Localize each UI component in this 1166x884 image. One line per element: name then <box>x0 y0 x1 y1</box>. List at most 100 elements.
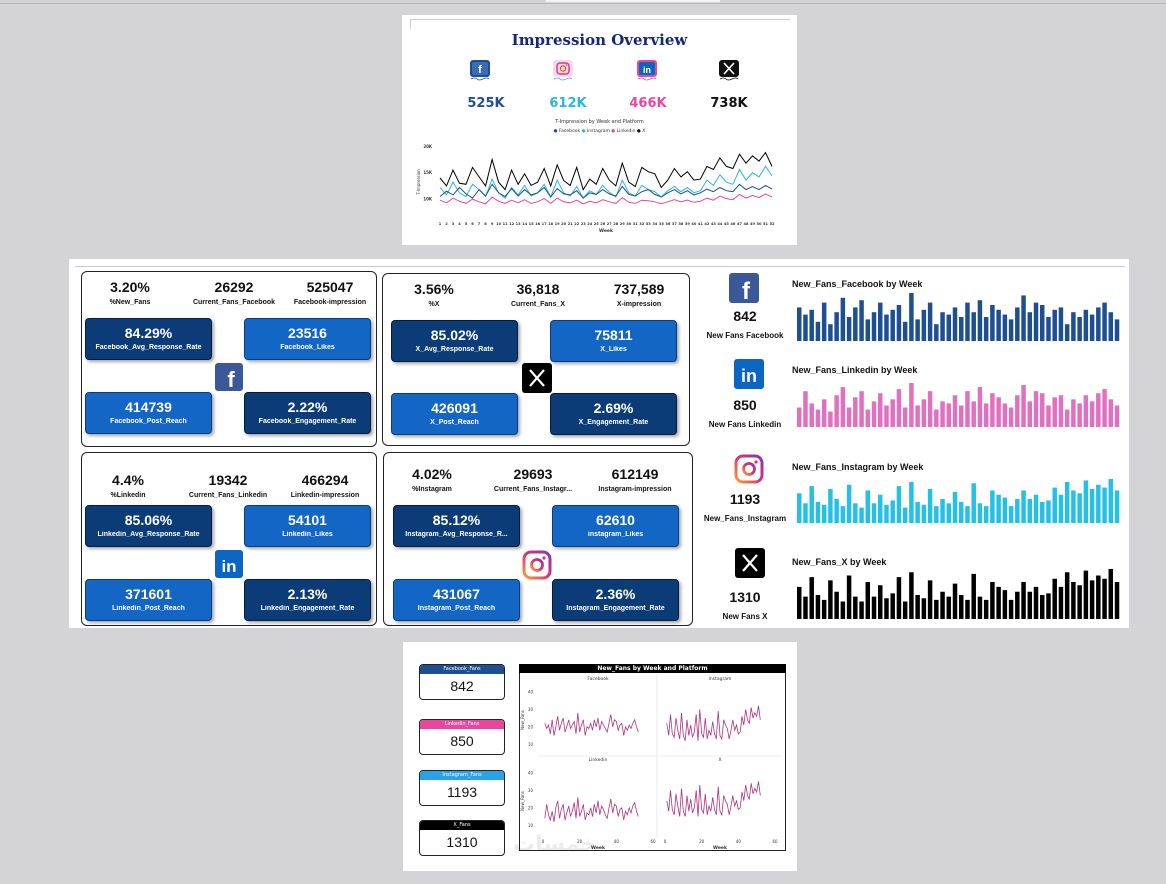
panel-frame <box>410 19 411 29</box>
bar <box>865 582 871 619</box>
x-current-value: 36,818 <box>516 281 560 297</box>
bar <box>884 405 889 427</box>
facebook-icon: f <box>470 60 490 81</box>
bar <box>1089 580 1095 619</box>
bar <box>1077 585 1082 619</box>
facebook-pct-value: 3.20% <box>110 279 150 295</box>
bar <box>1064 409 1070 427</box>
bar <box>797 407 802 427</box>
bar <box>1108 399 1114 427</box>
bar <box>809 403 814 427</box>
bar <box>1040 595 1045 619</box>
bar <box>965 302 970 341</box>
bar <box>1027 591 1033 619</box>
instagram-week-bar-chart <box>797 479 1120 523</box>
facebook-current-value: 26292 <box>214 279 254 295</box>
x-fans-label: X_Fans <box>420 821 504 830</box>
legend-linkedin: Linkedin <box>616 129 636 134</box>
bar <box>859 391 864 427</box>
bar <box>1052 487 1057 523</box>
x-tick-label: 12 <box>509 222 515 226</box>
x-engagement-rate-box: 2.69% X_Engagement_Rate <box>550 393 677 435</box>
bar <box>1027 401 1033 427</box>
bar <box>1052 309 1057 341</box>
bar <box>1008 319 1014 341</box>
y-tick-label: 20K <box>423 144 433 149</box>
bar <box>1083 395 1089 427</box>
x-tick-label: 21 <box>568 222 574 226</box>
panel-title-facebook: Facebook <box>587 676 609 682</box>
y-tick-label: 30 <box>528 707 534 712</box>
x-tick-label: 48 <box>743 222 749 226</box>
linkedin-response-rate-box: 85.06% Linkedin_Avg_Response_Rate <box>85 505 212 547</box>
bar <box>1114 405 1120 427</box>
x-tick-label: 10 <box>496 222 502 226</box>
bar <box>965 599 970 619</box>
bar <box>983 506 989 523</box>
instagram-card: 4.02% %Instagram 29693 Current_Fans_Inst… <box>383 452 693 626</box>
bar <box>1015 307 1020 341</box>
bar <box>1108 569 1114 619</box>
linkedin-impression-label: Linkedin-impression <box>290 492 360 499</box>
x-fans-card: X_Fans 1310 <box>419 820 505 856</box>
bar <box>1040 393 1045 427</box>
bar <box>996 586 1001 619</box>
bar <box>952 307 958 341</box>
bar <box>1096 307 1101 341</box>
bar <box>959 595 964 619</box>
facebook-fans-label: Facebook_Fans <box>420 665 504 674</box>
bar <box>846 484 852 523</box>
bar <box>1033 586 1039 619</box>
facebook-pct-label: %New_Fans <box>109 299 151 306</box>
x-tick-label: 15 <box>529 222 535 226</box>
linkedin-impression-value: 466K <box>629 96 667 111</box>
facebook-impression-label: Facebook-impression <box>293 299 367 306</box>
bar <box>1052 578 1057 619</box>
x-week-chart-title: New_Fans_X by Week <box>792 557 887 567</box>
y-axis-label: T-Impression <box>416 169 421 196</box>
bar <box>971 312 976 341</box>
x-axis-label: Week <box>591 845 606 851</box>
y-axis-label: New_Fans <box>520 791 525 811</box>
x-tick-label: 14 <box>522 222 528 226</box>
x-tick-label: 9 <box>491 222 494 226</box>
svg-text:in: in <box>221 557 236 576</box>
panel-frame <box>410 19 790 20</box>
panel-line-linkedin <box>544 797 639 822</box>
linkedin-pct-value: 4.4% <box>112 472 144 488</box>
bar <box>946 596 952 619</box>
bar <box>896 389 902 427</box>
linkedin-week-chart-title: New_Fans_Linkedin by Week <box>792 365 918 375</box>
instagram-engagement-rate-box: 2.36% Instagram_Engagement_Rate <box>552 579 679 621</box>
instagram-icon <box>734 454 764 484</box>
x-tick-label: 44 <box>717 222 723 226</box>
x-tick-label: 42 <box>704 222 710 226</box>
bar <box>940 499 945 523</box>
linkedin-engagement-rate-box: 2.13% Linkedin_Engagement_Rate <box>244 579 371 621</box>
bar <box>990 582 995 619</box>
bar <box>884 504 889 523</box>
x-impression-value: 737,589 <box>613 281 665 297</box>
x-tick-label: 28 <box>613 222 619 226</box>
x-tick-label: 0 <box>542 839 545 844</box>
bar <box>952 395 958 427</box>
instagram-fans-label: Instagram_Fans <box>420 771 504 780</box>
x-tick-label: 33 <box>646 222 652 226</box>
bar <box>940 401 945 427</box>
y-tick-label: 40 <box>528 689 534 694</box>
impression-overview-panel: Impression Overview f in 525K 612K 466K … <box>402 15 797 245</box>
top-divider <box>0 3 1166 4</box>
bar <box>1008 407 1014 427</box>
bar <box>840 601 846 619</box>
y-tick-label: 15K <box>423 170 433 175</box>
x-tick-label: 46 <box>730 222 736 226</box>
bar <box>846 317 852 341</box>
bar <box>915 405 920 427</box>
x-tick-label: 24 <box>587 222 593 226</box>
svg-text:f: f <box>227 367 235 391</box>
instagram-pct-value: 4.02% <box>412 466 452 482</box>
bar <box>959 405 964 427</box>
bar <box>797 586 802 619</box>
facebook-fans-card: Facebook_Fans 842 <box>419 664 505 700</box>
x-fans-value: 1310 <box>446 834 478 850</box>
